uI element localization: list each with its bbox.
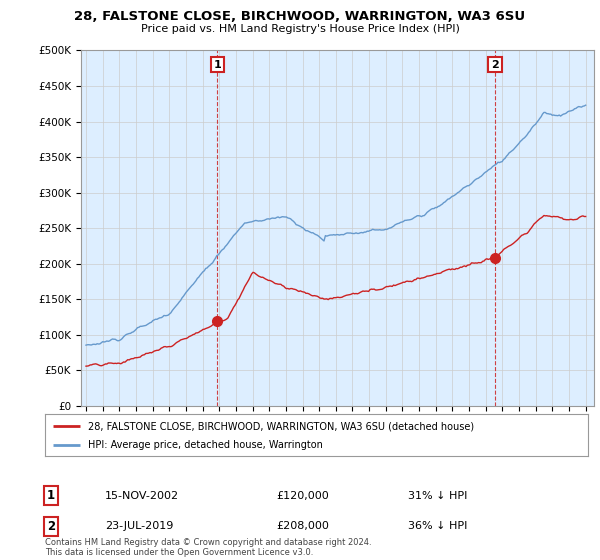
Text: 1: 1 <box>214 59 221 69</box>
Text: 1: 1 <box>47 489 55 502</box>
Text: 23-JUL-2019: 23-JUL-2019 <box>105 521 173 531</box>
Text: 28, FALSTONE CLOSE, BIRCHWOOD, WARRINGTON, WA3 6SU (detached house): 28, FALSTONE CLOSE, BIRCHWOOD, WARRINGTO… <box>88 421 475 431</box>
Text: 2: 2 <box>47 520 55 533</box>
Text: £208,000: £208,000 <box>276 521 329 531</box>
Text: 31% ↓ HPI: 31% ↓ HPI <box>408 491 467 501</box>
Text: HPI: Average price, detached house, Warrington: HPI: Average price, detached house, Warr… <box>88 440 323 450</box>
Text: 15-NOV-2002: 15-NOV-2002 <box>105 491 179 501</box>
Text: £120,000: £120,000 <box>276 491 329 501</box>
Text: 2: 2 <box>491 59 499 69</box>
Text: 36% ↓ HPI: 36% ↓ HPI <box>408 521 467 531</box>
Text: 28, FALSTONE CLOSE, BIRCHWOOD, WARRINGTON, WA3 6SU: 28, FALSTONE CLOSE, BIRCHWOOD, WARRINGTO… <box>74 10 526 23</box>
Text: Contains HM Land Registry data © Crown copyright and database right 2024.
This d: Contains HM Land Registry data © Crown c… <box>45 538 371 557</box>
Text: Price paid vs. HM Land Registry's House Price Index (HPI): Price paid vs. HM Land Registry's House … <box>140 24 460 34</box>
